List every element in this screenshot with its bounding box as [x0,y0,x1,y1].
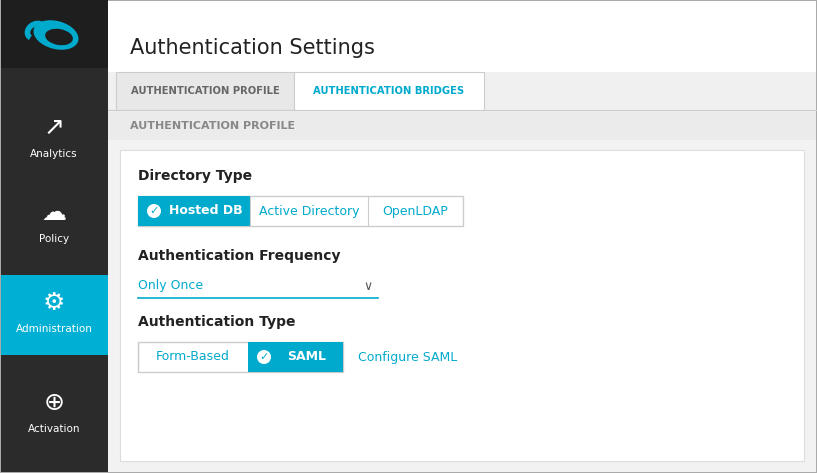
Text: AUTHENTICATION BRIDGES: AUTHENTICATION BRIDGES [314,86,465,96]
Bar [108,140,816,472]
Bar [108,1,816,472]
Text: Directory Type: Directory Type [138,169,252,183]
Bar [108,112,816,140]
Text: Form-Based: Form-Based [156,350,230,363]
Bar [138,342,343,372]
Text: Authentication Frequency: Authentication Frequency [138,249,341,263]
Bar [138,196,250,226]
Bar [1,1,108,472]
Text: SAML: SAML [288,350,327,363]
Text: Only Once: Only Once [138,280,203,292]
Text: AUTHENTICATION PROFILE: AUTHENTICATION PROFILE [131,86,279,96]
Text: Policy: Policy [39,234,69,244]
Text: Active Directory: Active Directory [259,204,359,218]
Bar [294,72,484,110]
Text: Authentication Settings: Authentication Settings [130,38,375,58]
Text: OpenLDAP: OpenLDAP [382,204,449,218]
Text: Configure SAML: Configure SAML [358,350,458,363]
Text: ⚙: ⚙ [42,291,65,315]
Text: ✓: ✓ [259,352,269,362]
Text: ↗: ↗ [43,116,65,140]
Ellipse shape [33,20,78,50]
Text: Authentication Type: Authentication Type [138,315,296,329]
Bar [138,196,463,226]
Bar [1,275,108,355]
Bar [108,72,816,112]
Text: ✓: ✓ [150,206,158,216]
Circle shape [147,204,161,218]
Text: Hosted DB: Hosted DB [169,204,243,218]
Text: ☁: ☁ [42,201,66,225]
Circle shape [257,350,271,364]
Bar [1,0,108,68]
Text: Administration: Administration [16,324,92,334]
Text: ⊕: ⊕ [43,391,65,415]
Text: Activation: Activation [28,424,80,434]
Text: AUTHENTICATION PROFILE: AUTHENTICATION PROFILE [130,121,295,131]
Bar [120,150,804,461]
Ellipse shape [45,29,73,45]
Bar [248,342,343,372]
Text: ∨: ∨ [364,280,373,292]
Text: Analytics: Analytics [30,149,78,159]
Bar [116,72,294,110]
